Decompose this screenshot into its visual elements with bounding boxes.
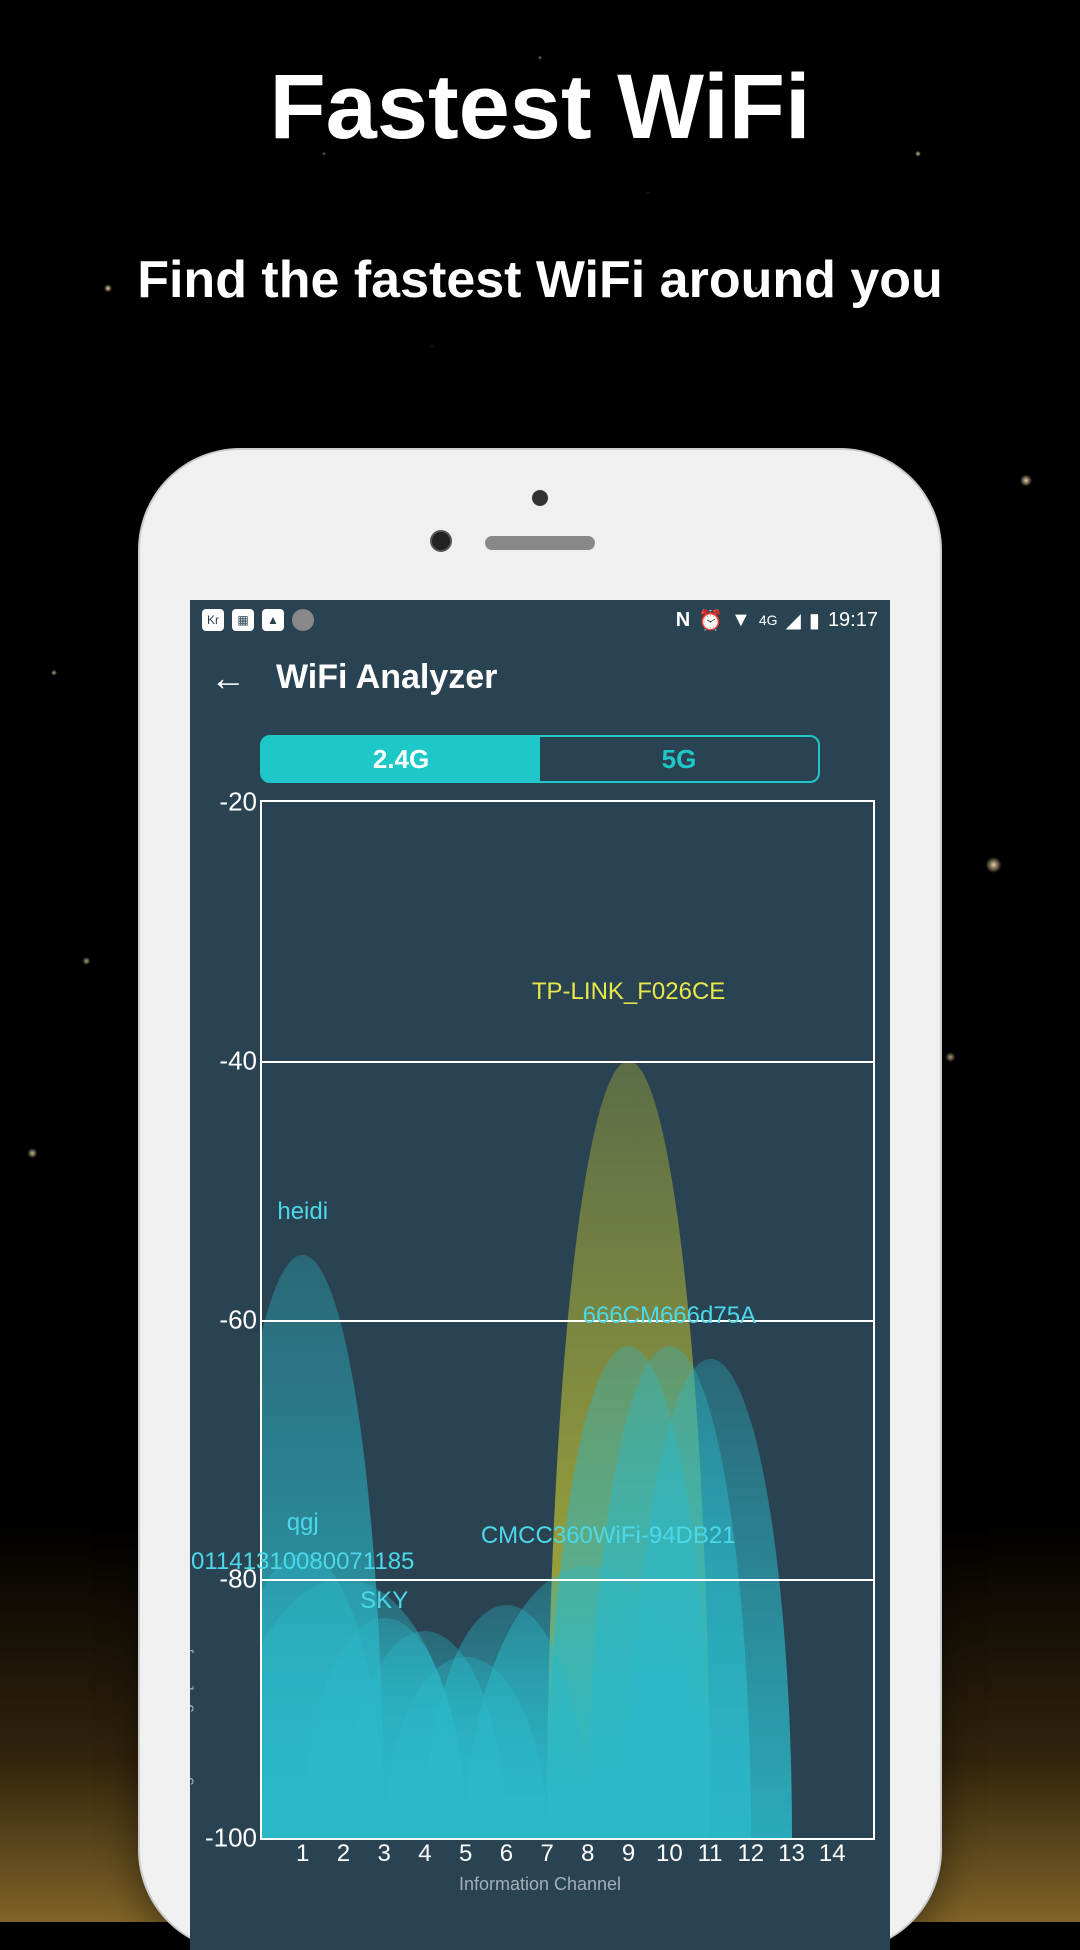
cell-4g-icon: 4G (759, 612, 778, 628)
y-tick-label: -60 (219, 1305, 257, 1336)
x-tick-label: 12 (737, 1840, 764, 1868)
x-tick-label: 14 (819, 1840, 846, 1868)
x-tick-label: 9 (622, 1840, 635, 1868)
nfc-icon: N (676, 609, 690, 632)
status-dot-icon (292, 609, 314, 631)
wifi-network-label: qgj (287, 1509, 319, 1537)
y-tick-label: -100 (205, 1823, 257, 1854)
x-tick-label: 8 (581, 1840, 594, 1868)
status-time: 19:17 (828, 609, 878, 632)
app-header: ← WiFi Analyzer (190, 640, 890, 715)
x-axis-label: Information Channel (459, 1874, 621, 1895)
phone-camera-dot (532, 490, 548, 506)
wifi-network-label: 01141310080071185 (191, 1548, 414, 1576)
wifi-network-label: 666CM666d75A (583, 1302, 756, 1330)
phone-frame: Kr ▦ ▲ N ⏰ ▼ 4G ◢ ▮ 19:17 ← WiFi Analyze… (140, 450, 940, 1950)
wifi-network-label: TP-LINK_F026CE (532, 978, 725, 1006)
wifi-network-label: heidi (277, 1198, 328, 1226)
signal-icon: ◢ (786, 608, 801, 633)
x-tick-label: 11 (698, 1840, 723, 1868)
gridline (262, 1579, 873, 1581)
x-tick-label: 7 (540, 1840, 553, 1868)
image-icon: ▲ (262, 609, 284, 631)
x-tick-label: 5 (459, 1840, 472, 1868)
x-tick-label: 3 (378, 1840, 391, 1868)
battery-icon: ▮ (809, 608, 820, 633)
y-tick-label: -40 (219, 1046, 257, 1077)
x-tick-label: 10 (656, 1840, 683, 1868)
alarm-icon: ⏰ (698, 608, 723, 633)
wifi-icon: ▼ (731, 609, 751, 632)
x-tick-label: 1 (296, 1840, 309, 1868)
chart-container: Signal Strength[dBm] Information Channel… (200, 800, 880, 1900)
y-axis-label: Signal Strength[dBm] (190, 1649, 195, 1800)
status-icon: Kr (202, 609, 224, 631)
chart-plot-area: -20-40-60-80-1001234567891011121314TP-LI… (260, 800, 875, 1840)
status-bar: Kr ▦ ▲ N ⏰ ▼ 4G ◢ ▮ 19:17 (190, 600, 890, 640)
x-tick-label: 2 (337, 1840, 350, 1868)
gridline (262, 1320, 873, 1322)
band-2.4g-button[interactable]: 2.4G (262, 737, 540, 781)
x-tick-label: 13 (778, 1840, 805, 1868)
phone-speaker (485, 536, 595, 550)
wifi-network-label: SKY (360, 1587, 408, 1615)
x-tick-label: 6 (500, 1840, 513, 1868)
band-toggle: 2.4G 5G (260, 735, 820, 783)
hero-subtitle: Find the fastest WiFi around you (0, 250, 1080, 310)
x-tick-label: 4 (418, 1840, 431, 1868)
gridline (262, 1061, 873, 1063)
status-right: N ⏰ ▼ 4G ◢ ▮ 19:17 (676, 608, 878, 633)
y-tick-label: -20 (219, 787, 257, 818)
hero-title: Fastest WiFi (0, 55, 1080, 160)
wifi-network-label: CMCC360WiFi-94DB21 (481, 1522, 736, 1550)
calendar-icon: ▦ (232, 609, 254, 631)
app-title: WiFi Analyzer (276, 658, 497, 697)
band-5g-button[interactable]: 5G (540, 737, 818, 781)
back-arrow-icon[interactable]: ← (210, 660, 246, 696)
phone-front-camera (430, 530, 452, 552)
phone-screen: Kr ▦ ▲ N ⏰ ▼ 4G ◢ ▮ 19:17 ← WiFi Analyze… (190, 600, 890, 1950)
status-left: Kr ▦ ▲ (202, 609, 314, 631)
